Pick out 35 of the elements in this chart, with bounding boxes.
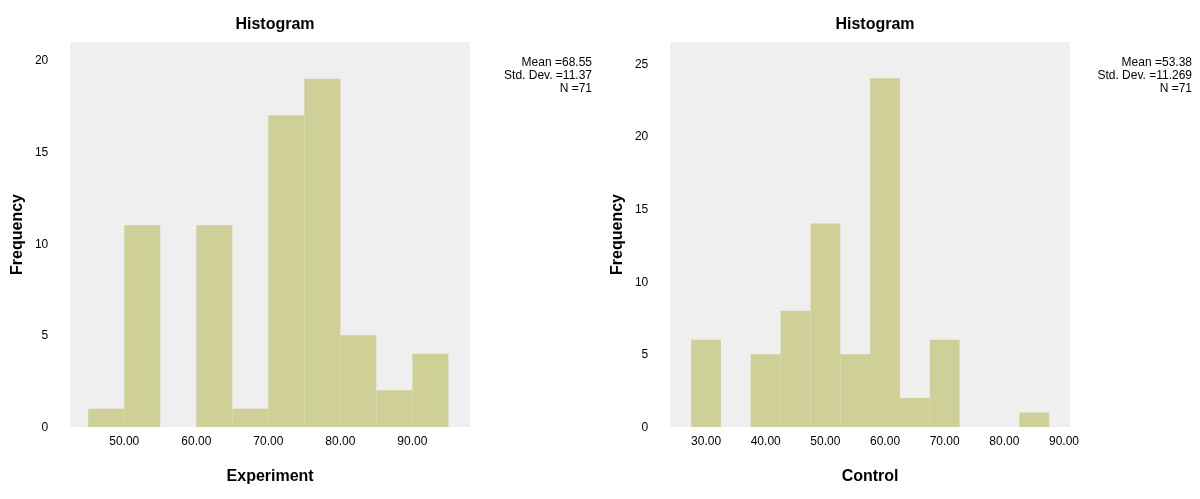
x-tick-label: 50.00 xyxy=(810,434,841,448)
text: Mean =53.38 xyxy=(1121,55,1193,69)
x-tick-label: 60.00 xyxy=(181,434,212,448)
y-tick-label: 10 xyxy=(634,274,649,289)
y-tick-label: 15 xyxy=(34,145,49,159)
y-tick-label: 0 xyxy=(41,420,49,434)
y-tick-label: 20 xyxy=(34,53,49,68)
y-tick-label: 5 xyxy=(641,347,649,362)
x-tick-label: 70.00 xyxy=(929,434,961,448)
x-tick-label: 50.00 xyxy=(109,434,140,448)
x-tick-label: 90.00 xyxy=(1049,434,1080,448)
x-tick-label: 70.00 xyxy=(253,434,284,448)
y-tick-label: 0 xyxy=(641,420,649,434)
x-tick-label: 40.00 xyxy=(750,434,782,448)
text: Mean =68.55 xyxy=(521,55,593,69)
x-tick-label: 90.00 xyxy=(397,434,428,448)
y-axis-title: Frequency xyxy=(607,193,625,275)
x-tick-label: 80.00 xyxy=(325,434,356,448)
y-tick-label: 5 xyxy=(41,328,49,343)
y-axis-title: Frequency xyxy=(7,193,25,275)
x-tick-label: 80.00 xyxy=(989,434,1020,448)
x-axis-title: Experiment xyxy=(226,466,315,484)
chart-title: Histogram xyxy=(235,14,315,32)
y-tick-label: 20 xyxy=(634,129,649,144)
y-tick-label: 25 xyxy=(634,56,649,71)
text: Std. Dev. =11.37 xyxy=(504,68,593,82)
x-tick-label: 60.00 xyxy=(870,434,901,448)
text: N =71 xyxy=(1159,81,1193,95)
text: Std. Dev. =11.269 xyxy=(1097,68,1193,82)
y-tick-label: 15 xyxy=(634,202,649,217)
text: N =71 xyxy=(559,81,593,95)
y-tick-label: 10 xyxy=(34,236,49,251)
x-axis-title: Control xyxy=(841,466,899,484)
x-tick-label: 30.00 xyxy=(691,434,722,448)
chart-title: Histogram xyxy=(835,14,915,32)
